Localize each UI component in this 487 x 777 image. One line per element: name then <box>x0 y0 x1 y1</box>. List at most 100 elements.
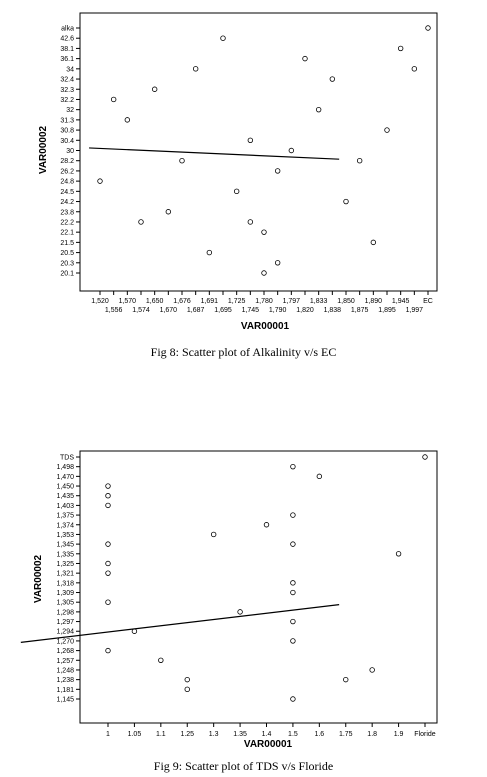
y-tick-label: 32 <box>66 107 74 114</box>
data-point <box>124 117 131 123</box>
data-point <box>138 219 144 225</box>
data-point <box>105 483 111 489</box>
data-point <box>288 147 295 154</box>
data-point <box>237 609 243 615</box>
y-tick-label: 1,435 <box>56 493 74 500</box>
x-tick-label: 1.4 <box>262 731 272 738</box>
x-tick-label: 1.35 <box>233 731 247 738</box>
data-point <box>97 178 103 184</box>
data-point <box>247 219 254 225</box>
x-tick-label: 1,687 <box>187 307 205 314</box>
data-point <box>397 45 404 52</box>
x-tick-label: 1,890 <box>365 298 383 305</box>
data-point <box>263 522 270 528</box>
data-point <box>220 35 226 41</box>
y-axis-label: VAR00002 <box>33 554 44 603</box>
x-tick-label: 1.25 <box>180 731 194 738</box>
data-point <box>422 454 428 460</box>
y-tick-label: 1,353 <box>56 532 74 539</box>
y-tick-label: 1,145 <box>56 697 74 704</box>
data-point <box>151 86 158 92</box>
y-tick-label: 28.2 <box>60 158 74 165</box>
y-tick-label: 30 <box>66 148 74 155</box>
x-tick-label: 1,570 <box>119 298 137 305</box>
y-tick-label: 1,305 <box>56 600 74 607</box>
y-tick-label: 1,375 <box>56 513 74 520</box>
x-tick-label: 1.8 <box>367 731 377 738</box>
data-point <box>290 638 296 644</box>
data-point <box>105 502 111 509</box>
x-tick-label: 1.1 <box>156 731 166 738</box>
y-tick-label: 1,335 <box>56 551 74 558</box>
scatter-chart-alkalinity-ec: VAR00001 VAR00002 1,520 1,556 1,570 1,574 1,… <box>38 12 438 332</box>
fit-line <box>89 147 340 160</box>
x-tick-label: Floride <box>414 731 436 738</box>
x-tick-label: 1,780 <box>255 298 273 305</box>
x-tick-label: 1,875 <box>351 307 369 314</box>
y-tick-label: 1,470 <box>56 474 74 481</box>
data-point <box>179 158 185 164</box>
data-point <box>105 647 111 654</box>
x-tick-label: 1.6 <box>314 731 324 738</box>
x-axis-label: VAR00001 <box>244 739 293 750</box>
data-point <box>184 686 190 693</box>
data-point <box>302 55 308 62</box>
x-tick-label: 1 <box>106 731 110 738</box>
data-point <box>165 209 172 215</box>
y-tick-label: 36.1 <box>60 56 74 63</box>
y-tick-label: 1,345 <box>56 542 74 549</box>
y-tick-label: 1,498 <box>56 464 74 471</box>
y-tick-label: 21.5 <box>60 240 74 247</box>
data-point <box>105 599 111 605</box>
y-tick-label: 1,450 <box>56 484 74 491</box>
y-tick-label: 30.8 <box>60 128 74 135</box>
y-tick-label: 1,248 <box>56 667 74 674</box>
x-tick-label: 1.5 <box>288 731 298 738</box>
data-point <box>425 25 431 31</box>
y-tick-label: 23.8 <box>60 209 74 216</box>
x-tick-label: 1,838 <box>324 307 342 314</box>
x-tick-label: 1,945 <box>392 298 410 305</box>
data-point <box>247 137 254 143</box>
data-point <box>343 198 349 205</box>
data-point <box>261 270 267 276</box>
y-tick-label: 1,270 <box>56 638 74 645</box>
y-tick-label: 1,238 <box>56 677 74 684</box>
data-point <box>233 188 240 195</box>
y-tick-label: 38.1 <box>60 46 74 53</box>
data-point <box>290 696 296 702</box>
data-point <box>274 260 281 266</box>
data-point <box>384 127 390 133</box>
x-tick-label: 1,650 <box>146 298 164 305</box>
x-tick-label: 1,797 <box>283 298 301 305</box>
scatter-chart-tds-floride: VAR00001 VAR00002 1 1.05 1.1 1.25 1.3 1.35 1.4… <box>20 450 438 750</box>
data-point <box>105 570 111 576</box>
figure-caption-9: Fig 9: Scatter plot of TDS v/s Floride <box>153 759 334 773</box>
x-axis-label: VAR00001 <box>241 321 290 332</box>
x-tick-label: 1.05 <box>128 731 142 738</box>
data-point <box>290 589 296 596</box>
y-tick-label: 1,268 <box>56 648 74 655</box>
x-tick-label: 1,820 <box>296 307 314 314</box>
y-tick-label: 24.2 <box>60 199 74 206</box>
x-tick-label: 1,670 <box>160 307 178 314</box>
x-tick-label: 1,895 <box>378 307 396 314</box>
y-tick-label: 1,297 <box>56 619 74 626</box>
y-tick-label: 1,374 <box>56 522 74 529</box>
y-tick-label: 1,298 <box>56 609 74 616</box>
data-point <box>105 560 111 567</box>
y-tick-label: 1,257 <box>56 658 74 665</box>
x-tick-label: 1,725 <box>228 298 246 305</box>
fit-line <box>20 604 340 643</box>
y-tick-label: 32.4 <box>60 77 74 84</box>
data-point <box>290 541 296 547</box>
y-tick-label: 1,403 <box>56 503 74 510</box>
x-tick-label: 1.75 <box>339 731 353 738</box>
data-point <box>356 158 363 164</box>
data-point <box>290 618 296 625</box>
x-tick-label: 1.9 <box>394 731 404 738</box>
y-tick-label: 20.3 <box>60 260 74 267</box>
plot-frame <box>79 450 438 724</box>
data-point <box>110 96 117 103</box>
